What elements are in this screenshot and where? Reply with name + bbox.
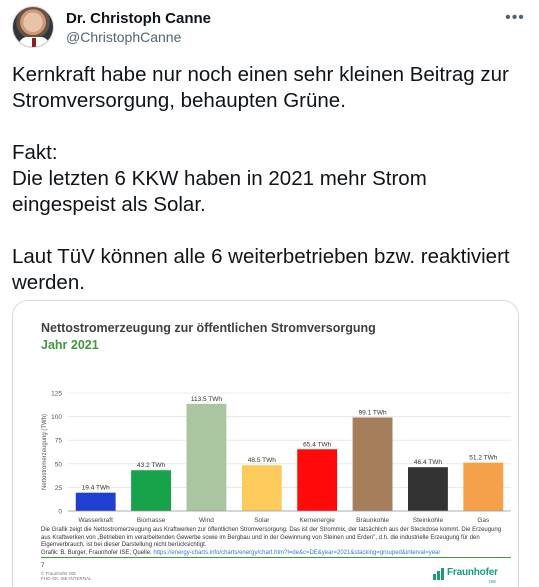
bar-value-label: 65.4 TWh [303,441,331,448]
bar [408,467,448,511]
chart-footnote: Die Grafik zeigt die Nettostromerzeugung… [41,527,511,557]
source-prefix: Grafik: B. Burger, Fraunhofer ISE; Quell… [41,549,154,556]
x-tick-label: Braunkohle [356,517,389,524]
bar [131,470,171,511]
bar [463,462,504,511]
y-tick-label: 100 [51,414,62,421]
y-tick-label: 50 [55,461,63,468]
bar-value-label: 51.2 TWh [469,455,497,462]
more-options-icon[interactable]: ••• [505,9,525,26]
y-tick-label: 25 [55,485,63,492]
logo-text: Fraunhofer [447,567,498,578]
x-tick-label: Wind [199,517,214,524]
x-tick-label: Steinkohle [413,517,444,524]
author-display-name[interactable]: Dr. Christoph Canne [66,10,212,27]
chart-subtitle: Jahr 2021 [41,338,99,352]
source-link[interactable]: https://energy-charts.info/charts/energy… [153,549,441,556]
fraunhofer-logo-icon [433,568,445,580]
y-tick-label: 125 [51,391,62,398]
bar-value-label: 43.2 TWh [137,462,165,469]
bar-value-label: 113.5 TWh [191,396,223,403]
footer-divider [41,557,511,558]
tweet-media[interactable]: Nettostromerzeugung zur öffentlichen Str… [12,300,519,587]
copyright-note: © Fraunhofer ISE FHG-SK: ISE-INTERNAL [41,571,92,581]
y-tick-label: 0 [58,509,62,516]
x-tick-label: Wasserkraft [78,517,113,524]
avatar-tie [32,38,36,47]
y-tick-label: 75 [55,438,63,445]
x-tick-label: Biomasse [137,517,166,524]
avatar[interactable] [12,6,54,48]
bar-value-label: 19.4 TWh [82,485,110,492]
page-number: 7 [41,563,45,569]
y-axis-label: Nettostromerzeugung (TWh) [42,414,48,490]
bar-value-label: 48.5 TWh [248,457,276,464]
logo-sub: ISE [489,579,497,584]
bar-value-label: 46.4 TWh [414,459,442,466]
bar [186,403,227,511]
bar-value-label: 99.1 TWh [359,409,387,416]
x-tick-label: Gas [477,517,490,524]
author-handle[interactable]: @ChristophCanne [66,29,182,45]
bar [241,465,282,511]
bar [75,492,116,511]
tweet-header: Dr. Christoph Canne @ChristophCanne ••• [12,6,527,54]
chart-title: Nettostromerzeugung zur öffentlichen Str… [41,321,376,335]
bar [352,417,393,511]
chart-slide: Nettostromerzeugung zur öffentlichen Str… [13,301,518,587]
bar-chart: 0 25 50 75 100 125 Nettostromerzeugung (TWh) 19… [42,391,511,524]
x-tick-label: Solar [254,517,270,524]
x-tick-label: Kernenergie [299,517,335,524]
bar [297,449,338,511]
tweet-text: Kernkraft habe nur noch einen sehr klein… [12,63,510,294]
footnote-text: Die Grafik zeigt die Nettostromerzeugung… [41,527,502,548]
fraunhofer-logo: Fraunhofer ISE [433,566,499,586]
